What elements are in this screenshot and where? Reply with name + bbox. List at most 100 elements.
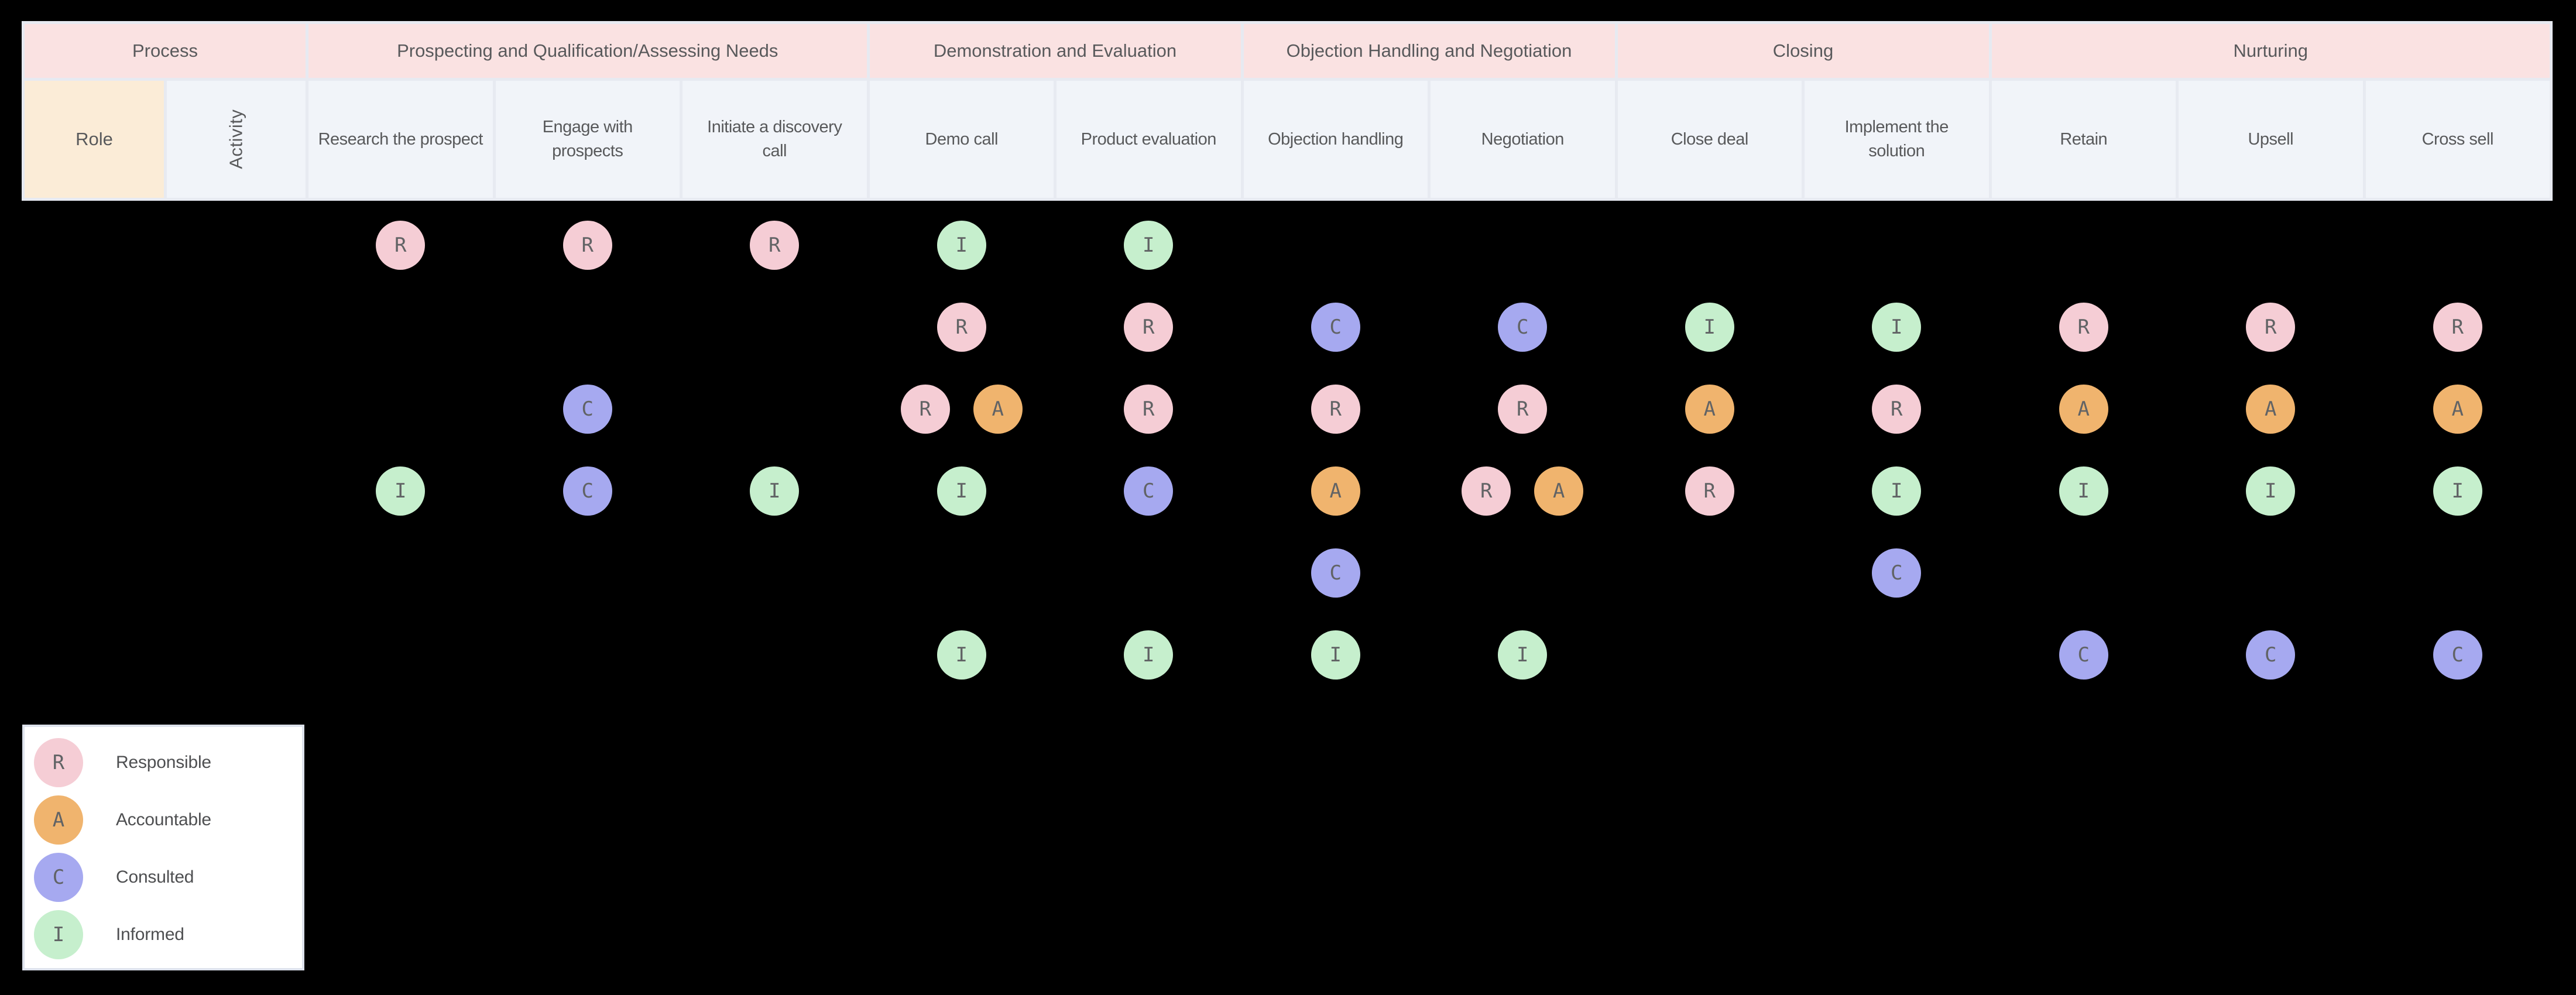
activity-header-0: Research the prospect [308, 81, 493, 198]
raci-badge-I: I [1872, 303, 1922, 352]
matrix-cell-row2-col6: C [1244, 286, 1428, 368]
activity-column-header: Activity [167, 81, 306, 198]
process-group-header-5: Nurturing [1991, 24, 2550, 78]
legend-item-C: C Consulted [34, 849, 302, 906]
matrix-cell-row6-col7: I [1431, 614, 1615, 696]
matrix-cell-row3-col2: C [496, 368, 680, 450]
matrix-cell-row3-col10: A [1992, 368, 2176, 450]
raci-badge-A: A [2433, 385, 2482, 434]
activity-header-6: Negotiation [1431, 81, 1615, 198]
legend-circle-R: R [34, 738, 83, 787]
matrix-cell-row4-col11: I [2179, 450, 2363, 532]
matrix-cell-row4-col2: C [496, 450, 680, 532]
legend-circle-I: I [34, 910, 83, 959]
raci-badge-I: I [1124, 221, 1174, 270]
raci-badge-C: C [2059, 630, 2108, 680]
matrix-cell-row6-col10: C [1992, 614, 2176, 696]
activity-header-4: Product evaluation [1057, 81, 1241, 198]
raci-badge-R: R [1685, 466, 1734, 516]
legend-circle-C: C [34, 853, 83, 902]
activity-header-1: Engage with prospects [495, 81, 680, 198]
process-group-header-3: Objection Handling and Negotiation [1243, 24, 1615, 78]
raci-badge-A: A [1685, 385, 1734, 434]
raci-badge-A: A [1311, 466, 1360, 516]
matrix-cell-row2-col10: R [1992, 286, 2176, 368]
raci-badge-C: C [1498, 303, 1548, 352]
matrix-cell-row4-col10: I [1992, 450, 2176, 532]
legend-label-I: Informed [116, 925, 184, 944]
matrix-cell-row4-col6: A [1244, 450, 1428, 532]
raci-badge-R: R [376, 221, 426, 270]
raci-badge-I: I [1498, 630, 1548, 680]
activity-column-header-label: Activity [225, 109, 246, 170]
legend: R Responsible A Accountable C Consulted I Infor… [22, 725, 304, 970]
raci-badge-A: A [1534, 466, 1584, 516]
raci-badge-I: I [1124, 630, 1174, 680]
raci-badge-A: A [2246, 385, 2296, 434]
raci-badge-C: C [1124, 466, 1174, 516]
matrix-cell-row6-col11: C [2179, 614, 2363, 696]
raci-badge-R: R [1124, 385, 1174, 434]
raci-badge-R: R [2433, 303, 2482, 352]
raci-badge-R: R [1872, 385, 1922, 434]
matrix-cell-row2-col7: C [1431, 286, 1615, 368]
matrix-cell-row2-col12: R [2366, 286, 2550, 368]
raci-badge-A: A [2059, 385, 2108, 434]
activity-header-8: Implement the solution [1805, 81, 1989, 198]
legend-label-C: Consulted [116, 867, 194, 887]
raci-badge-R: R [937, 303, 986, 352]
legend-circle-A: A [34, 795, 83, 845]
matrix-cell-row1-col1: R [308, 204, 493, 286]
matrix-cell-row2-col11: R [2179, 286, 2363, 368]
raci-badge-R: R [1124, 303, 1174, 352]
matrix-cell-row1-col2: R [496, 204, 680, 286]
raci-badge-I: I [937, 630, 986, 680]
activity-header-7: Close deal [1617, 81, 1802, 198]
matrix-cell-row4-col4: I [870, 450, 1054, 532]
matrix-cell-row4-col1: I [308, 450, 493, 532]
raci-badge-I: I [1872, 466, 1922, 516]
raci-badge-I: I [937, 466, 986, 516]
process-group-header-1: Prospecting and Qualification/Assessing … [308, 24, 867, 78]
activity-header-9: Retain [1991, 81, 2176, 198]
matrix-cell-row1-col5: I [1057, 204, 1241, 286]
matrix-cell-row3-col12: A [2366, 368, 2550, 450]
raci-badge-I: I [750, 466, 800, 516]
legend-item-I: I Informed [34, 906, 302, 963]
raci-badge-R: R [2059, 303, 2108, 352]
matrix-cell-row6-col4: I [870, 614, 1054, 696]
matrix-cell-row3-col6: R [1244, 368, 1428, 450]
matrix-cell-row4-col9: I [1805, 450, 1989, 532]
matrix-cell-row5-col6: C [1244, 532, 1428, 614]
activity-header-2: Initiate a discovery call [682, 81, 867, 198]
matrix-cell-row3-col5: R [1057, 368, 1241, 450]
raci-badge-C: C [562, 466, 612, 516]
matrix-cell-row6-col5: I [1057, 614, 1241, 696]
activity-header-11: Cross sell [2365, 81, 2550, 198]
matrix-cell-row3-col7: R [1431, 368, 1615, 450]
raci-badge-C: C [1311, 548, 1360, 598]
matrix-cell-row6-col6: I [1244, 614, 1428, 696]
raci-badge-C: C [1311, 303, 1360, 352]
matrix-cell-row4-col8: R [1618, 450, 1802, 532]
activity-header-5: Objection handling [1243, 81, 1428, 198]
process-group-header-4: Closing [1617, 24, 1989, 78]
legend-label-A: Accountable [116, 810, 211, 829]
raci-badge-R: R [1498, 385, 1548, 434]
legend-item-A: A Accountable [34, 791, 302, 849]
raci-badge-I: I [2059, 466, 2108, 516]
raci-badge-R: R [900, 385, 950, 434]
raci-badge-I: I [2433, 466, 2482, 516]
legend-item-R: R Responsible [34, 734, 302, 791]
matrix-header: Process Prospecting and Qualification/Ass… [22, 21, 2553, 201]
activity-header-3: Demo call [869, 81, 1054, 198]
process-group-header-2: Demonstration and Evaluation [869, 24, 1241, 78]
matrix-cell-row2-col4: R [870, 286, 1054, 368]
raci-badge-R: R [1311, 385, 1360, 434]
matrix-cell-row6-col12: C [2366, 614, 2550, 696]
raci-badge-R: R [562, 221, 612, 270]
raci-badge-R: R [2246, 303, 2296, 352]
legend-label-R: Responsible [116, 753, 211, 772]
